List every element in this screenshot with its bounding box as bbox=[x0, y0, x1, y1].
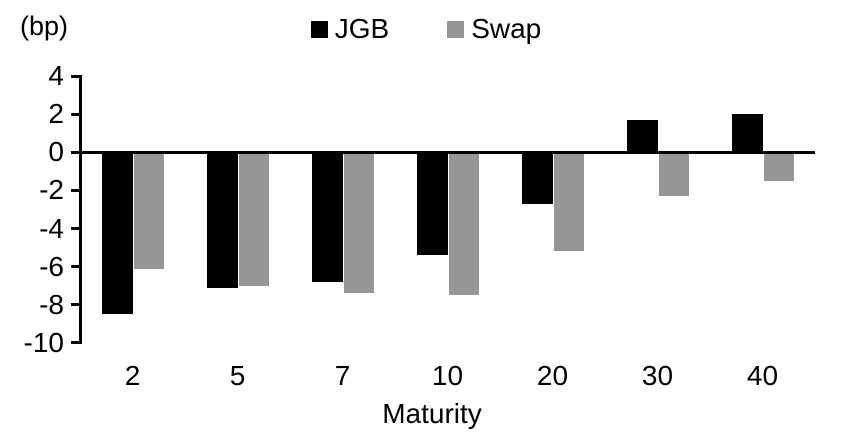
bar-swap-30 bbox=[658, 152, 689, 197]
x-tick-label: 30 bbox=[641, 360, 674, 391]
y-tick-label: 4 bbox=[48, 60, 64, 91]
y-tick-label: 2 bbox=[48, 98, 64, 130]
bar-jgb-2 bbox=[102, 152, 133, 315]
y-axis-unit-label: (bp) bbox=[20, 11, 69, 41]
y-tick-mark bbox=[71, 150, 80, 154]
y-tick-mark bbox=[71, 227, 80, 231]
y-tick-label: -10 bbox=[23, 326, 64, 358]
x-tick-label: 40 bbox=[746, 360, 779, 391]
zero-axis-line bbox=[79, 150, 815, 154]
bar-jgb-40 bbox=[732, 114, 763, 153]
y-tick-label: 0 bbox=[48, 136, 64, 168]
x-tick-label: 2 bbox=[124, 360, 141, 391]
y-tick-mark bbox=[71, 188, 80, 192]
bar-swap-40 bbox=[763, 152, 794, 181]
x-tick-label: 10 bbox=[431, 360, 464, 391]
y-tick-mark bbox=[71, 74, 80, 78]
x-tick-label: 20 bbox=[536, 360, 569, 391]
y-tick-label: -4 bbox=[39, 212, 64, 244]
x-tick-label: 7 bbox=[334, 360, 351, 391]
bar-swap-7 bbox=[343, 152, 374, 294]
x-axis-title: Maturity bbox=[382, 398, 482, 429]
y-tick-mark bbox=[71, 112, 80, 116]
bar-swap-10 bbox=[448, 152, 479, 296]
y-tick-mark bbox=[71, 341, 80, 345]
y-tick-mark bbox=[71, 265, 80, 269]
y-tick-mark bbox=[71, 303, 80, 307]
bar-swap-20 bbox=[553, 152, 584, 252]
bar-jgb-5 bbox=[207, 152, 238, 288]
bar-jgb-30 bbox=[627, 119, 658, 153]
bar-jgb-10 bbox=[417, 152, 448, 256]
bar-jgb-20 bbox=[522, 152, 553, 204]
x-tick-label: 5 bbox=[229, 360, 246, 391]
y-tick-label: -8 bbox=[39, 288, 64, 320]
bar-jgb-7 bbox=[312, 152, 343, 282]
y-tick-label: -6 bbox=[39, 250, 64, 282]
bar-swap-5 bbox=[238, 152, 269, 286]
y-axis-line bbox=[79, 74, 82, 345]
bar-swap-2 bbox=[133, 152, 164, 269]
y-tick-label: -2 bbox=[39, 174, 64, 206]
